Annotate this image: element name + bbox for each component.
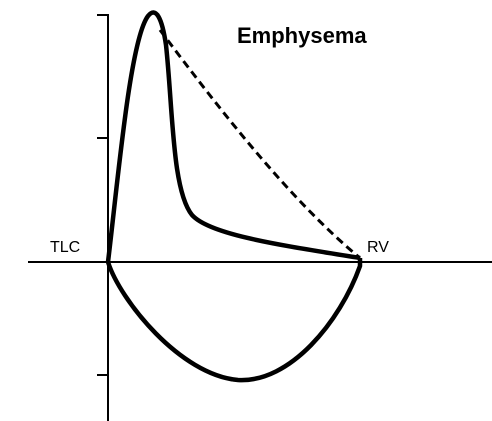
inspiratory-curve [105, 258, 363, 383]
expiratory-curve [105, 10, 361, 263]
rv-label: RV [367, 239, 389, 256]
tlc-label: TLC [50, 239, 80, 256]
diagram-title: Emphysema [237, 23, 367, 48]
normal-reference-curve [158, 29, 361, 260]
